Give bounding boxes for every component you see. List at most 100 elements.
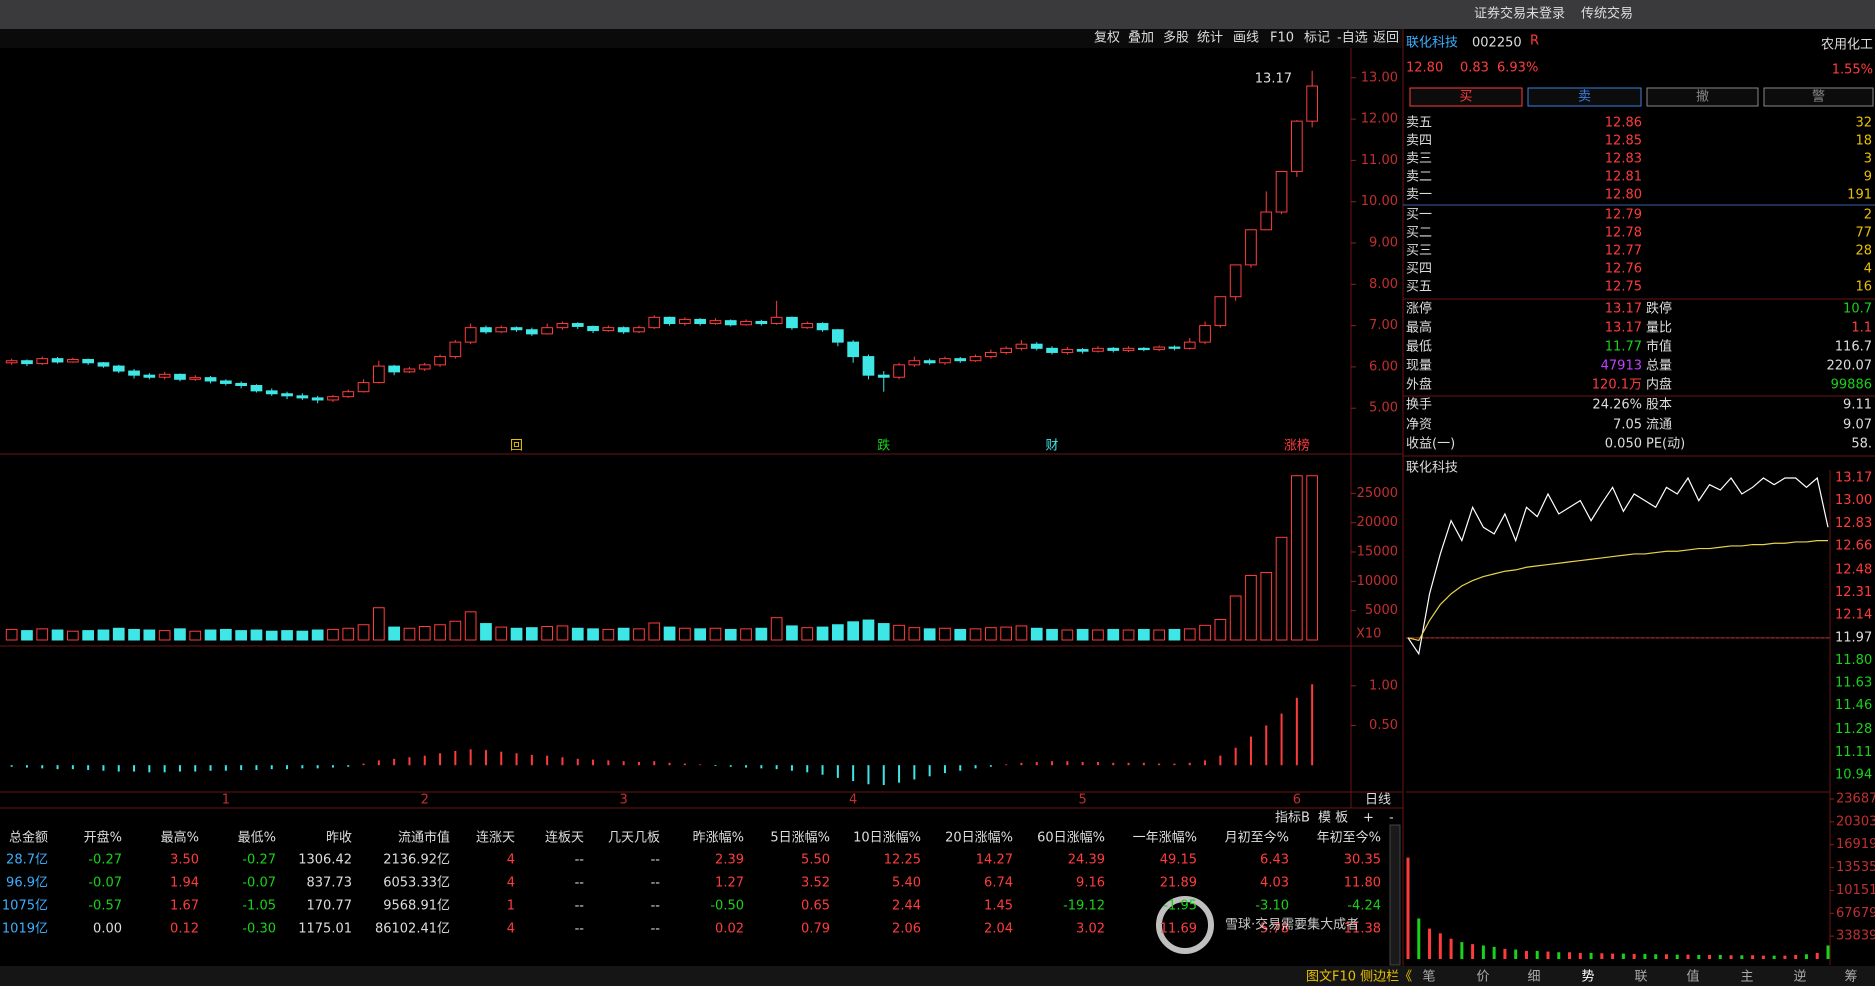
- trade-button-label[interactable]: 买: [1459, 90, 1472, 105]
- trade-button[interactable]: [1409, 87, 1523, 107]
- panel-tab[interactable]: -: [1389, 811, 1394, 826]
- top-bar-item[interactable]: 证券交易未登录: [1474, 6, 1565, 22]
- bottom-tab[interactable]: 值: [1686, 969, 1699, 985]
- event-marker[interactable]: 涨榜: [1284, 438, 1310, 454]
- toolbar-button[interactable]: 叠加: [1128, 31, 1154, 46]
- stat-label: 现量: [1406, 359, 1432, 374]
- y-tick-label: 13.17: [1835, 471, 1872, 486]
- panel-tab[interactable]: 模 板: [1318, 811, 1348, 826]
- stat-value: 9.07: [1843, 418, 1872, 433]
- trade-button[interactable]: [1527, 87, 1642, 107]
- candle-body: [296, 395, 309, 399]
- table-cell: -3.10: [1255, 899, 1289, 914]
- table-cell: -4.24: [1347, 899, 1381, 914]
- volume-bar: [770, 617, 783, 641]
- panel-tab[interactable]: +: [1363, 811, 1374, 826]
- volume-bar: [1245, 574, 1257, 641]
- stat-label: PE(动): [1646, 437, 1685, 452]
- candle-body: [954, 358, 967, 362]
- volume-bar: [112, 627, 125, 641]
- volume-bar: [1214, 618, 1227, 641]
- candle-body: [633, 327, 645, 333]
- candle-body: [1229, 264, 1242, 298]
- stat-value: 220.07: [1827, 359, 1873, 374]
- bottom-tab[interactable]: 主: [1740, 970, 1753, 985]
- volume-bar: [1168, 628, 1181, 641]
- book-price: 12.83: [1605, 152, 1642, 167]
- y-tick-label: 67679: [1836, 906, 1875, 921]
- volume-bar: [219, 628, 232, 641]
- table-cell: 4: [507, 853, 515, 868]
- table-cell: -1.95: [1163, 899, 1197, 914]
- scrollbar[interactable]: [1389, 824, 1401, 966]
- bottom-tab[interactable]: 逆: [1793, 969, 1806, 985]
- candle-body: [617, 327, 630, 333]
- trade-button-label[interactable]: 卖: [1578, 90, 1591, 105]
- last-price: 12.80: [1406, 61, 1443, 76]
- y-tick-label: 1.00: [1369, 678, 1398, 693]
- table-cell: 2136.92亿: [383, 853, 450, 868]
- trade-button[interactable]: [1646, 87, 1759, 107]
- table-cell: 9568.91亿: [383, 899, 450, 914]
- bottom-tab[interactable]: 筹: [1844, 969, 1857, 985]
- trade-button-label[interactable]: 撤: [1696, 89, 1709, 105]
- bottom-tab[interactable]: 联: [1634, 970, 1647, 985]
- toolbar: [0, 29, 1403, 48]
- volume-bar: [786, 625, 798, 641]
- toolbar-button[interactable]: 返回: [1373, 31, 1399, 46]
- toolbar-button[interactable]: 复权: [1094, 30, 1120, 46]
- book-volume: 32: [1855, 116, 1872, 131]
- toolbar-button[interactable]: F10: [1270, 31, 1294, 46]
- candle-body: [1015, 343, 1028, 349]
- y-tick-label: 11.46: [1835, 698, 1872, 713]
- trade-button-label[interactable]: 警: [1812, 89, 1825, 105]
- bottom-tab[interactable]: 笔: [1422, 969, 1435, 985]
- candle-body: [1107, 347, 1120, 351]
- volume-bar: [250, 629, 263, 641]
- candle-body: [648, 316, 661, 329]
- table-header: 10日涨幅%: [853, 831, 921, 846]
- table-header: 昨涨幅%: [693, 831, 744, 846]
- book-price: 12.80: [1605, 188, 1642, 203]
- y-tick-label: 12.00: [1361, 112, 1398, 127]
- volume-bar: [617, 627, 630, 641]
- volume-bar: [143, 629, 156, 641]
- toolbar-button[interactable]: 画线: [1233, 31, 1259, 46]
- volume-bar: [327, 628, 339, 641]
- toolbar-button[interactable]: 多股: [1163, 30, 1189, 46]
- stat-value: 1.1: [1851, 321, 1872, 336]
- stock-name[interactable]: 联化科技: [1406, 36, 1458, 51]
- volume-bar: [82, 630, 95, 641]
- event-marker[interactable]: 财: [1046, 439, 1059, 454]
- candle-body: [1260, 211, 1273, 231]
- x-tick-label: 6: [1293, 793, 1301, 808]
- bottom-tab[interactable]: 细: [1527, 970, 1540, 985]
- table-cell: --: [575, 853, 585, 868]
- book-level: 卖一: [1406, 188, 1432, 203]
- table-cell: 2.04: [984, 922, 1013, 937]
- panel-tab[interactable]: 指标B: [1275, 811, 1310, 826]
- toolbar-button[interactable]: 标记: [1304, 31, 1330, 46]
- bottom-link[interactable]: 图文F10 侧边栏《: [1306, 970, 1412, 985]
- event-marker[interactable]: 跌: [877, 438, 890, 454]
- stat-value: 0.050: [1605, 437, 1642, 452]
- price-change: 0.83: [1460, 61, 1489, 76]
- stat-label: 流通: [1646, 418, 1672, 433]
- sector-name[interactable]: 农用化工: [1821, 38, 1873, 53]
- period-label[interactable]: 日线: [1365, 793, 1391, 808]
- book-level: 卖四: [1406, 134, 1432, 149]
- toolbar-button[interactable]: 统计: [1197, 31, 1223, 46]
- y-tick-label: 169197: [1836, 837, 1875, 852]
- top-bar-item[interactable]: 传统交易: [1581, 6, 1633, 22]
- bottom-tab[interactable]: 价: [1476, 970, 1489, 985]
- candle-body: [740, 320, 752, 326]
- toolbar-button[interactable]: -自选: [1337, 31, 1368, 46]
- trade-button[interactable]: [1763, 87, 1874, 107]
- event-marker[interactable]: 回: [510, 439, 523, 454]
- y-tick-label: 11.97: [1835, 630, 1872, 645]
- bottom-tab[interactable]: 势: [1581, 969, 1594, 985]
- volume-bar: [1275, 536, 1288, 641]
- candle-body: [66, 358, 79, 363]
- volume-bar: [128, 628, 140, 641]
- volume-bar: [571, 627, 584, 641]
